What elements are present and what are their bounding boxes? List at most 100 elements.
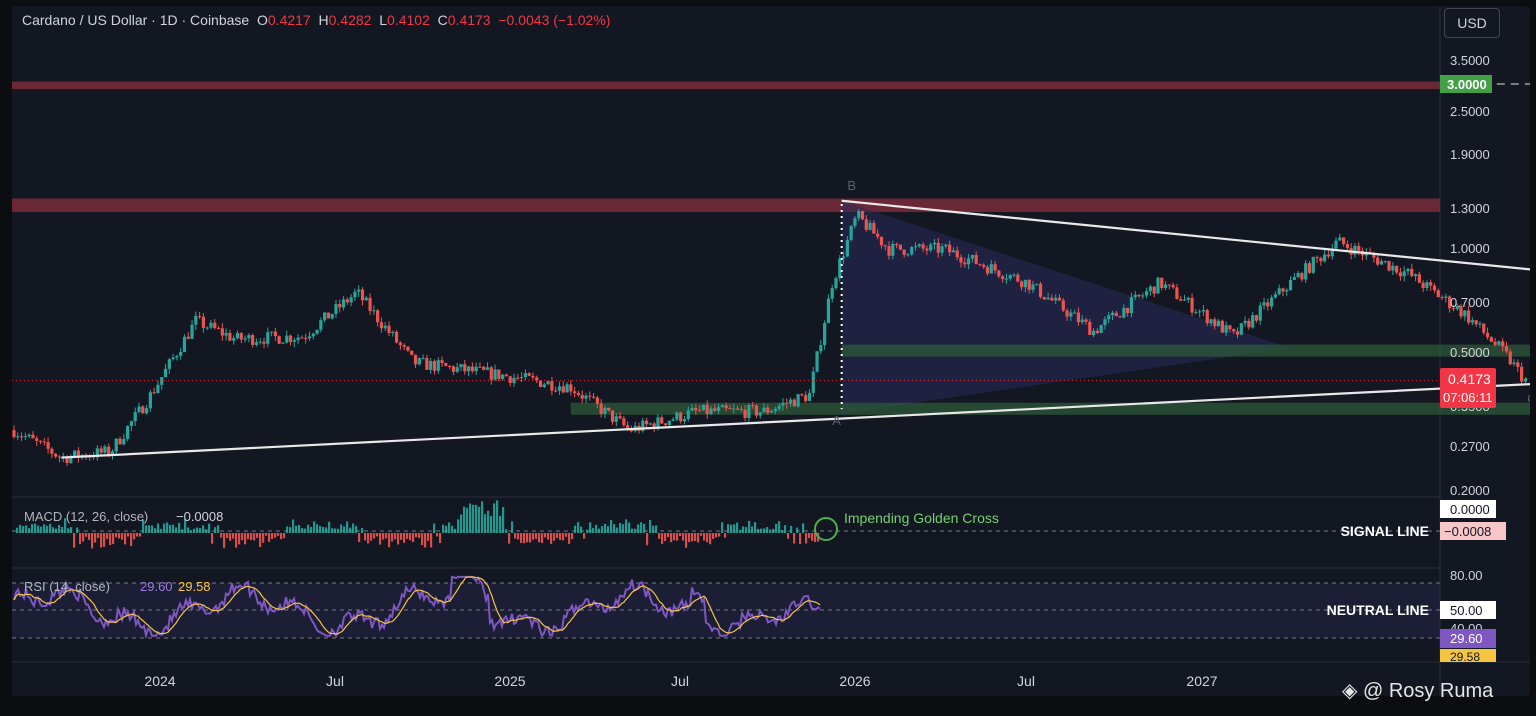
candle-body <box>99 448 103 453</box>
time-tick-label: Jul <box>671 673 689 689</box>
macd-histogram-bar <box>757 528 760 533</box>
macd-histogram-bar <box>400 533 403 540</box>
macd-histogram-bar <box>421 533 424 546</box>
macd-histogram-bar <box>352 523 355 533</box>
candle-body <box>561 386 565 393</box>
candle-body <box>232 338 236 341</box>
candle-body <box>1160 277 1164 288</box>
candle-body <box>1198 311 1202 313</box>
candle-body <box>777 405 781 409</box>
macd-histogram-bar <box>289 527 292 533</box>
macd-histogram-bar <box>505 529 508 533</box>
candle-body <box>152 392 156 394</box>
chart-canvas[interactable]: 3.5000 3.0000 2.5000 1.9000 1.3000 1.0000 0.70… <box>12 6 1530 696</box>
triangle-lower-trendline <box>61 383 1530 459</box>
candle-body <box>849 225 853 240</box>
macd-histogram-bar <box>91 533 94 549</box>
candle-body <box>955 250 959 258</box>
candle-body <box>160 377 164 385</box>
candle-body <box>1038 283 1043 297</box>
macd-histogram-bar <box>313 521 316 533</box>
candle-body <box>470 366 474 372</box>
candle-body <box>1057 297 1062 301</box>
macd-histogram-bar <box>208 523 211 533</box>
candle-body <box>201 316 205 328</box>
candle-body <box>1402 271 1406 277</box>
macd-histogram-bar <box>241 533 244 541</box>
candle-body <box>1179 299 1183 301</box>
candle-body <box>1103 319 1107 326</box>
candle-body <box>557 386 562 391</box>
candle-body <box>739 408 743 410</box>
change-value: −0.0043 (−1.02%) <box>498 12 611 28</box>
macd-histogram-bar <box>178 522 181 533</box>
macd-histogram-bar <box>490 515 493 533</box>
candle-body <box>853 218 857 226</box>
macd-histogram-bar <box>232 533 235 539</box>
candle-body <box>1046 297 1050 300</box>
candle-body <box>213 322 217 328</box>
macd-histogram-bar <box>244 533 247 545</box>
macd-histogram-bar <box>148 525 151 533</box>
macd-histogram-bar <box>664 533 667 542</box>
candle-body <box>819 345 823 352</box>
macd-histogram-bar <box>100 533 103 548</box>
candle-body <box>277 336 281 344</box>
candle-body <box>686 410 690 420</box>
time-tick-label: 2026 <box>839 673 870 689</box>
price-tick-label: 1.3000 <box>1450 201 1490 216</box>
macd-histogram-bar <box>493 503 496 533</box>
macd-value-tag <box>1440 522 1506 540</box>
candle-body <box>334 304 338 314</box>
candle-body <box>440 360 444 364</box>
macd-histogram-bar <box>391 533 394 542</box>
macd-histogram-bar <box>265 533 268 536</box>
candle-body <box>1300 273 1304 280</box>
rsi-ma-tag-text: 29.58 <box>1450 650 1480 664</box>
candle-body <box>728 408 732 410</box>
candle-body <box>1076 312 1081 323</box>
candle-body <box>584 395 588 399</box>
macd-histogram-bar <box>109 533 112 546</box>
candle-body <box>205 327 209 329</box>
time-tick-label: Jul <box>1017 673 1035 689</box>
symbol-title[interactable]: Cardano / US Dollar · 1D · Coinbase <box>22 12 250 28</box>
candle-body <box>1163 284 1168 288</box>
macd-histogram-bar <box>34 523 37 533</box>
neutral-line-label: NEUTRAL LINE <box>1327 602 1429 618</box>
macd-histogram-bar <box>466 507 469 533</box>
chart-area[interactable]: 3.5000 3.0000 2.5000 1.9000 1.3000 1.0000 0.70… <box>12 6 1530 696</box>
candle-body <box>1228 325 1232 330</box>
candle-body <box>985 266 990 274</box>
currency-button[interactable]: USD <box>1444 8 1500 38</box>
candle-body <box>1436 290 1440 298</box>
macd-histogram-bar <box>181 529 184 533</box>
macd-histogram-bar <box>574 525 577 533</box>
candle-body <box>792 399 796 407</box>
macd-histogram-bar <box>103 533 106 547</box>
candle-body <box>1182 299 1187 301</box>
candle-body <box>826 298 831 324</box>
macd-histogram-bar <box>577 522 580 533</box>
candle-body <box>73 450 77 457</box>
candle-body <box>989 264 993 274</box>
candle-body <box>595 397 599 404</box>
macd-histogram-bar <box>361 527 364 533</box>
macd-histogram-bar <box>763 528 766 533</box>
candle-body <box>448 365 452 367</box>
candle-body <box>788 399 793 404</box>
candle-body <box>796 394 800 407</box>
macd-histogram-bar <box>193 528 196 533</box>
candle-body <box>504 374 509 377</box>
candle-body <box>1091 330 1096 336</box>
rsi-tick-label: 80.00 <box>1450 568 1483 583</box>
rsi-ma-tag <box>1440 649 1496 662</box>
candle-body <box>929 244 933 251</box>
candle-body <box>23 436 27 438</box>
macd-histogram-bar <box>652 525 655 533</box>
macd-histogram-bar <box>619 523 622 533</box>
candle-body <box>175 355 179 358</box>
macd-histogram-bar <box>319 526 322 533</box>
candle-body <box>239 333 243 340</box>
